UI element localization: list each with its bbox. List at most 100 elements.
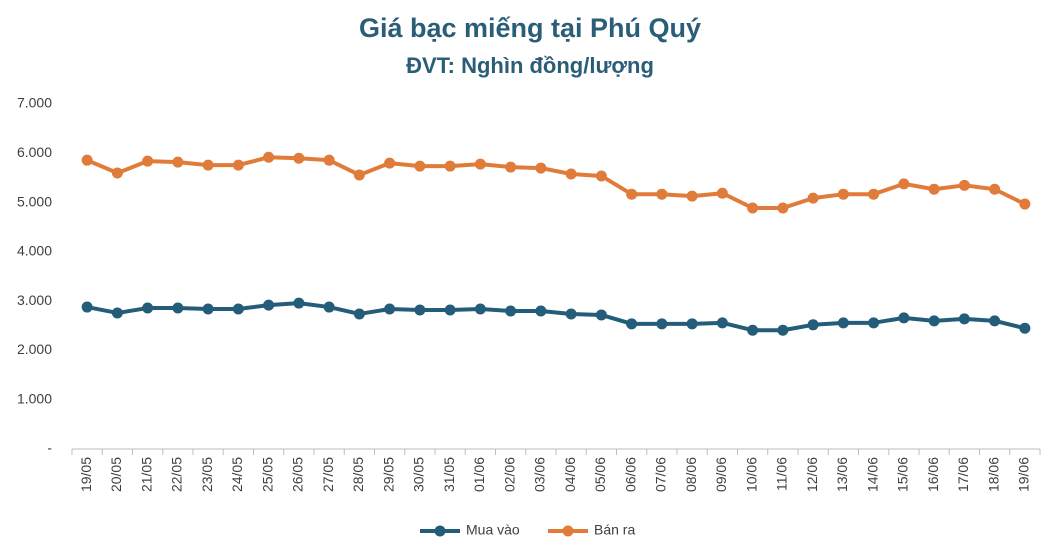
point <box>172 302 184 314</box>
x-tick-label: 28/05 <box>350 457 366 492</box>
legend-marker <box>562 525 574 537</box>
point <box>898 312 910 324</box>
x-tick-label: 31/05 <box>441 457 457 492</box>
y-tick-label: 1.000 <box>17 390 52 406</box>
point <box>384 157 396 169</box>
point <box>807 192 819 204</box>
point <box>505 305 517 317</box>
point <box>172 156 184 168</box>
point <box>232 159 244 171</box>
x-tick-label: 16/06 <box>925 457 941 492</box>
point <box>384 303 396 315</box>
x-tick-label: 01/06 <box>471 457 487 492</box>
point <box>81 154 93 166</box>
point <box>958 313 970 325</box>
point <box>626 188 638 200</box>
x-tick-label: 19/06 <box>1016 457 1032 492</box>
x-tick-label: 08/06 <box>683 457 699 492</box>
chart-title: Giá bạc miếng tại Phú Quý <box>359 13 701 43</box>
y-tick-label: 3.000 <box>17 292 52 308</box>
x-tick-label: 02/06 <box>501 457 517 492</box>
point <box>716 187 728 199</box>
chart-subtitle: ĐVT: Nghìn đồng/lượng <box>406 53 654 78</box>
point <box>81 301 93 313</box>
point <box>837 317 849 329</box>
point <box>747 324 759 336</box>
point <box>535 305 547 317</box>
x-tick-label: 12/06 <box>804 457 820 492</box>
point <box>263 299 275 311</box>
point <box>353 308 365 320</box>
point <box>142 302 154 314</box>
x-tick-label: 24/05 <box>229 457 245 492</box>
point <box>595 309 607 321</box>
x-tick-label: 04/06 <box>562 457 578 492</box>
point <box>837 188 849 200</box>
point <box>686 318 698 330</box>
legend-label: Mua vào <box>466 522 520 538</box>
x-tick-label: 19/05 <box>78 457 94 492</box>
point <box>777 202 789 214</box>
point <box>928 315 940 327</box>
x-tick-label: 23/05 <box>199 457 215 492</box>
legend-marker <box>434 525 446 537</box>
point <box>1019 198 1031 210</box>
point <box>293 152 305 164</box>
point <box>414 304 426 316</box>
x-tick-label: 03/06 <box>532 457 548 492</box>
point <box>232 303 244 315</box>
point <box>686 190 698 202</box>
point <box>202 159 214 171</box>
x-tick-label: 25/05 <box>259 457 275 492</box>
x-tick-label: 29/05 <box>380 457 396 492</box>
x-tick-label: 21/05 <box>138 457 154 492</box>
point <box>777 324 789 336</box>
point <box>626 318 638 330</box>
point <box>474 303 486 315</box>
point <box>323 301 335 313</box>
point <box>868 317 880 329</box>
point <box>505 161 517 173</box>
point <box>716 317 728 329</box>
x-tick-label: 05/06 <box>592 457 608 492</box>
x-tick-label: 27/05 <box>320 457 336 492</box>
point <box>868 188 880 200</box>
y-tick-label: 6.000 <box>17 144 52 160</box>
point <box>656 188 668 200</box>
point <box>142 155 154 167</box>
point <box>747 202 759 214</box>
point <box>565 308 577 320</box>
x-tick-label: 09/06 <box>713 457 729 492</box>
point <box>656 318 668 330</box>
point <box>958 179 970 191</box>
x-tick-label: 17/06 <box>955 457 971 492</box>
point <box>1019 322 1031 334</box>
point <box>535 162 547 174</box>
y-tick-label: 4.000 <box>17 243 52 259</box>
point <box>474 158 486 170</box>
series-line <box>86 301 1026 333</box>
y-tick-label: 7.000 <box>17 95 52 111</box>
point <box>202 303 214 315</box>
x-tick-label: 20/05 <box>108 457 124 492</box>
x-tick-label: 07/06 <box>653 457 669 492</box>
x-tick-label: 18/06 <box>985 457 1001 492</box>
x-tick-label: 30/05 <box>411 457 427 492</box>
x-tick-label: 06/06 <box>622 457 638 492</box>
x-tick-label: 26/05 <box>290 457 306 492</box>
point <box>353 169 365 181</box>
y-tick-label: 5.000 <box>17 193 52 209</box>
point <box>898 178 910 190</box>
point <box>111 167 123 179</box>
y-tick-label: 2.000 <box>17 341 52 357</box>
point <box>989 315 1001 327</box>
point <box>414 160 426 172</box>
point <box>444 304 456 316</box>
point <box>595 170 607 182</box>
x-tick-label: 22/05 <box>169 457 185 492</box>
point <box>263 151 275 163</box>
y-tick-label: - <box>47 440 52 456</box>
point <box>928 183 940 195</box>
x-tick-label: 13/06 <box>834 457 850 492</box>
